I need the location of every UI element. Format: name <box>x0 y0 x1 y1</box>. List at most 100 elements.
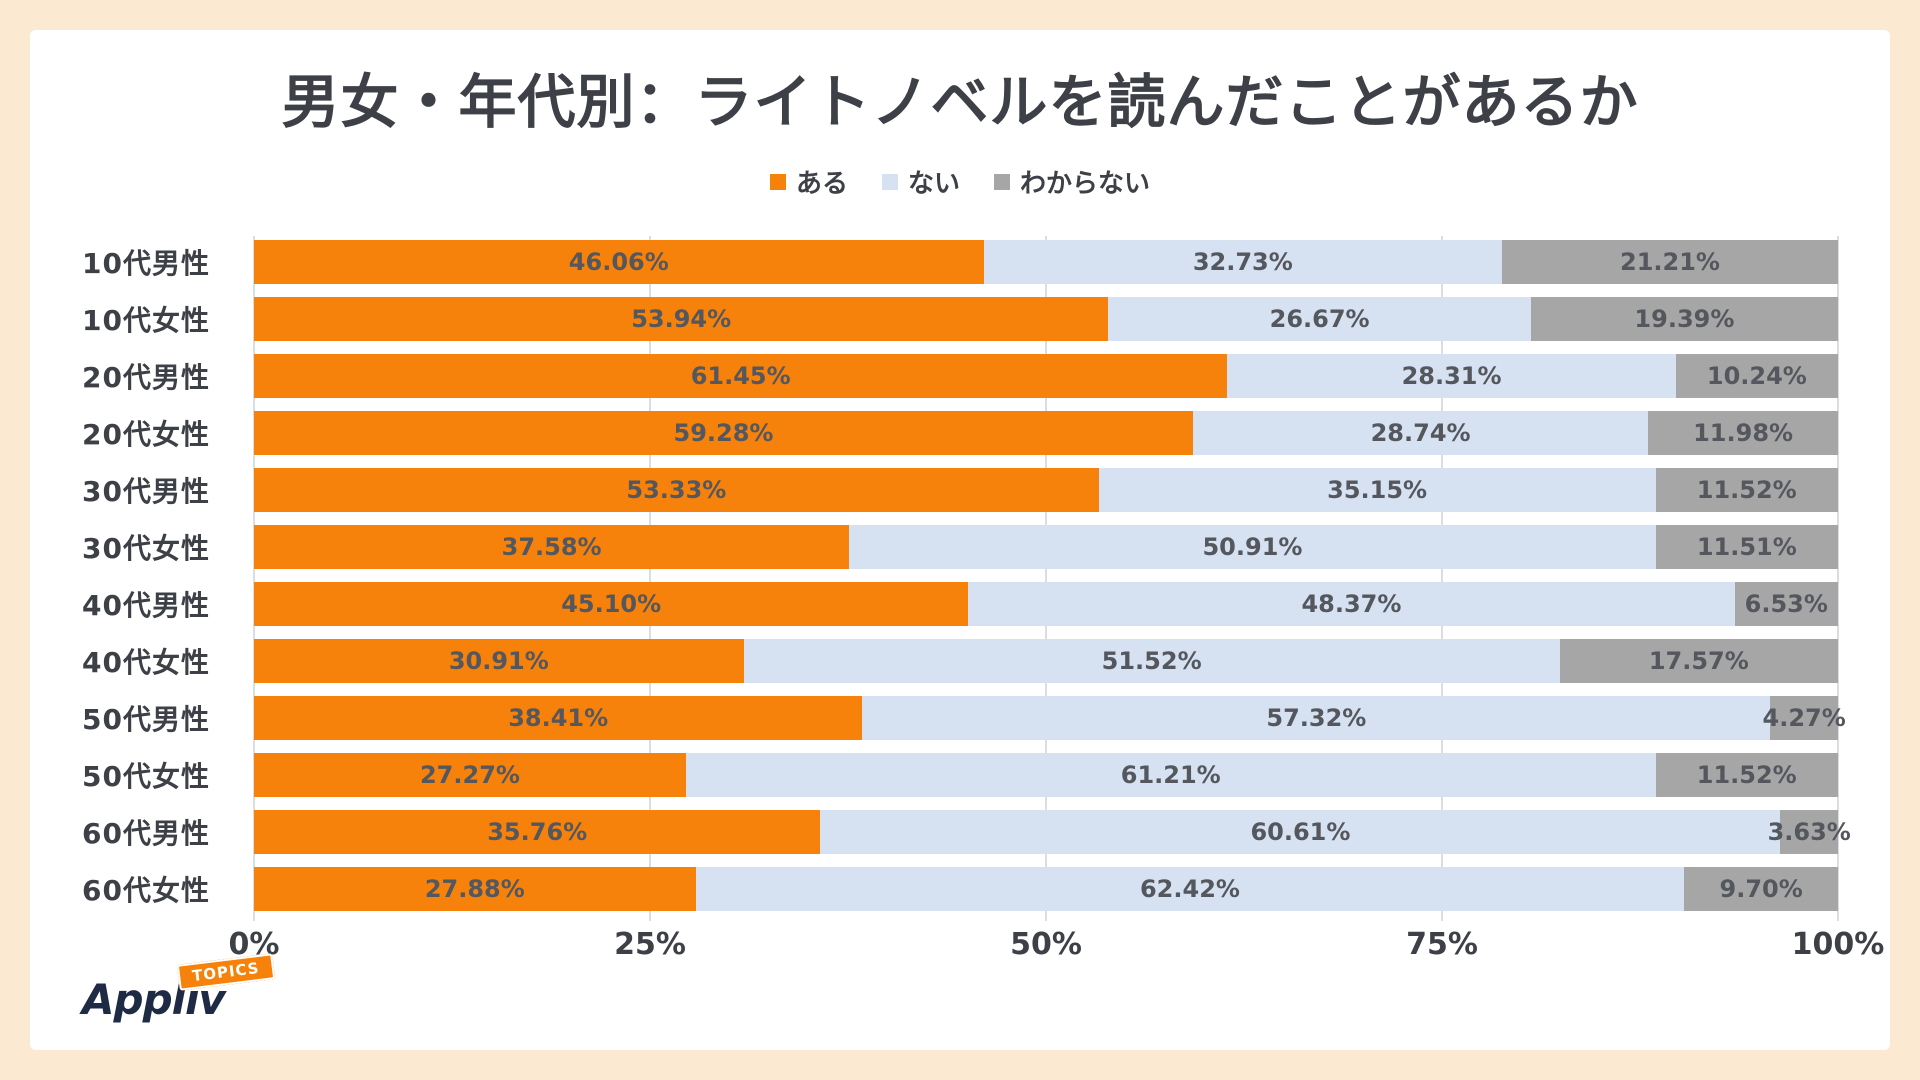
value-label: 61.45% <box>690 361 791 390</box>
value-label: 11.52% <box>1696 760 1797 789</box>
bar-segment: 37.58% <box>254 524 850 569</box>
value-label: 9.70% <box>1719 874 1803 903</box>
value-label: 28.74% <box>1370 418 1471 447</box>
bar-segment: 17.57% <box>1559 638 1838 683</box>
stacked-bar: 53.33% 35.15% 11.52% <box>254 467 1838 512</box>
stacked-bar: 37.58% 50.91% 11.51% <box>254 524 1838 569</box>
value-label: 35.76% <box>487 817 588 846</box>
bar-segment: 62.42% <box>695 866 1685 911</box>
bar-segment: 28.31% <box>1227 353 1676 398</box>
legend-swatch <box>769 173 786 190</box>
stacked-bar: 53.94% 26.67% 19.39% <box>254 296 1838 341</box>
value-label: 6.53% <box>1744 589 1828 618</box>
bar-segment: 50.91% <box>849 524 1656 569</box>
value-label: 59.28% <box>673 418 774 447</box>
stacked-bar: 59.28% 28.74% 11.98% <box>254 410 1838 455</box>
value-label: 19.39% <box>1634 304 1735 333</box>
bar-segment: 19.39% <box>1530 296 1838 341</box>
bar-segment: 11.98% <box>1648 410 1838 455</box>
category-label: 10代男性 <box>82 246 210 280</box>
value-label: 48.37% <box>1301 589 1402 618</box>
value-label: 11.52% <box>1696 475 1797 504</box>
gridline <box>253 235 255 921</box>
bar-segment: 11.52% <box>1655 752 1838 797</box>
value-label: 26.67% <box>1269 304 1370 333</box>
gridline <box>1045 235 1047 921</box>
value-label: 32.73% <box>1192 247 1293 276</box>
legend-swatch <box>994 173 1010 190</box>
bar-segment: 45.10% <box>254 581 969 626</box>
category-label: 20代男性 <box>82 360 210 394</box>
gridline <box>1441 235 1443 921</box>
bar-segment: 61.45% <box>254 353 1228 398</box>
value-label: 62.42% <box>1139 874 1240 903</box>
legend-item-aru: ある <box>769 163 848 200</box>
bar-segment: 11.52% <box>1655 467 1838 512</box>
bar-segment: 11.51% <box>1655 524 1838 569</box>
stacked-bar: 38.41% 57.32% 4.27% <box>254 695 1846 740</box>
chart-row: 10代男性 46.06% 32.73% 21.21% <box>82 239 1838 284</box>
bar-segment: 35.76% <box>254 809 821 854</box>
bar-segment: 35.15% <box>1098 467 1656 512</box>
chart-row: 20代女性 59.28% 28.74% 11.98% <box>82 410 1838 455</box>
legend-label: わからない <box>1020 169 1151 200</box>
value-label: 35.15% <box>1327 475 1428 504</box>
value-label: 30.91% <box>448 646 549 675</box>
legend-label: ある <box>795 169 848 200</box>
x-axis: 0% 25% 50% 75% 100% <box>229 926 1885 969</box>
value-label: 61.21% <box>1120 760 1221 789</box>
value-label: 50.91% <box>1202 532 1303 561</box>
value-label: 27.88% <box>424 874 525 903</box>
gridline <box>1837 235 1839 921</box>
bar-segment: 32.73% <box>983 239 1503 284</box>
category-label: 50代女性 <box>82 759 210 793</box>
bar-segment: 4.27% <box>1763 695 1846 740</box>
bar-segment: 3.63% <box>1768 809 1851 854</box>
chart-row: 50代女性 27.27% 61.21% 11.52% <box>82 752 1838 797</box>
value-label: 10.24% <box>1706 361 1807 390</box>
value-label: 21.21% <box>1620 247 1720 276</box>
chart-row: 30代女性 37.58% 50.91% 11.51% <box>82 524 1838 569</box>
chart-card: 男女・年代別：ライトノベルを読んだことがあるか ある ない わからない 10代男… <box>30 30 1890 1050</box>
value-label: 38.41% <box>508 703 609 732</box>
chart-title: 男女・年代別：ライトノベルを読んだことがあるか <box>281 68 1639 136</box>
x-tick-label: 50% <box>1010 926 1082 962</box>
gridlines <box>253 235 1839 921</box>
value-label: 51.52% <box>1101 646 1202 675</box>
chart-row: 40代女性 30.91% 51.52% 17.57% <box>82 638 1838 683</box>
category-label: 30代男性 <box>82 474 210 508</box>
chart-row: 40代男性 45.10% 48.37% 6.53% <box>82 581 1838 626</box>
value-label: 57.32% <box>1266 703 1367 732</box>
value-label: 37.58% <box>501 532 602 561</box>
stacked-bar: 61.45% 28.31% 10.24% <box>254 353 1838 398</box>
value-label: 28.31% <box>1401 361 1502 390</box>
chart-row: 50代男性 38.41% 57.32% 4.27% <box>82 695 1846 740</box>
stacked-bar: 45.10% 48.37% 6.53% <box>254 581 1838 626</box>
bar-segment: 48.37% <box>968 581 1735 626</box>
gridline <box>649 235 651 921</box>
stacked-bar: 46.06% 32.73% 21.21% <box>254 239 1838 284</box>
category-label: 60代男性 <box>82 816 210 850</box>
category-label: 40代男性 <box>82 588 210 622</box>
bar-segment: 27.88% <box>254 866 696 911</box>
value-label: 60.61% <box>1250 817 1351 846</box>
bar-segment: 60.61% <box>820 809 1781 854</box>
chart-row: 30代男性 53.33% 35.15% 11.52% <box>82 467 1838 512</box>
chart-body: 10代男性 46.06% 32.73% 21.21% 10代女性 53.94% 26.67%… <box>82 235 1851 921</box>
chart-row: 60代男性 35.76% 60.61% 3.63% <box>82 809 1851 854</box>
value-label: 46.06% <box>568 247 669 276</box>
bar-segment: 61.21% <box>685 752 1656 797</box>
chart-row: 10代女性 53.94% 26.67% 19.39% <box>82 296 1838 341</box>
category-label: 20代女性 <box>82 417 210 451</box>
category-label: 10代女性 <box>82 303 210 337</box>
bar-segment: 38.41% <box>254 695 863 740</box>
footer: Appliv TOPICS <box>82 953 1838 1029</box>
x-tick-label: 25% <box>614 926 686 962</box>
stacked-bar-chart: 10代男性 46.06% 32.73% 21.21% 10代女性 53.94% 26.67%… <box>82 235 1885 969</box>
category-label: 30代女性 <box>82 531 210 565</box>
legend-swatch <box>881 173 898 190</box>
bar-segment: 53.33% <box>254 467 1099 512</box>
bar-segment: 6.53% <box>1734 581 1838 626</box>
bar-segment: 53.94% <box>254 296 1109 341</box>
